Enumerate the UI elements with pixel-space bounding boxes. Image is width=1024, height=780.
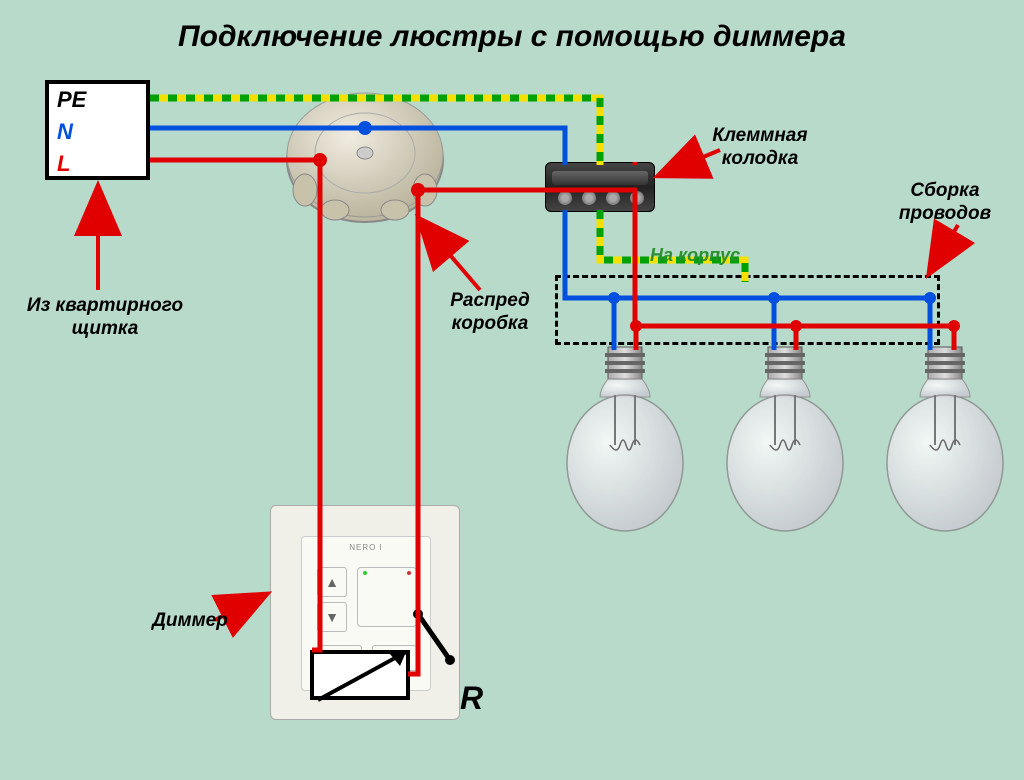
panel-l-label: L bbox=[49, 148, 146, 180]
arrow-junction-box bbox=[420, 220, 480, 290]
dimmer-down-button[interactable]: ▼ bbox=[317, 602, 347, 632]
label-wire-assembly: Сборкапроводов bbox=[880, 180, 1010, 226]
label-dimmer: Диммер bbox=[140, 610, 240, 633]
dimmer-brand: NERO I bbox=[302, 543, 430, 552]
supply-panel: PE N L bbox=[45, 80, 150, 180]
bulb-1 bbox=[560, 345, 690, 535]
wire-assembly-box bbox=[555, 275, 940, 345]
terminal-block bbox=[545, 162, 655, 212]
label-to-case: На корпус bbox=[650, 245, 740, 266]
bulb-2 bbox=[720, 345, 850, 535]
panel-pe-label: PE bbox=[49, 84, 146, 116]
wiring-diagram bbox=[0, 0, 1024, 780]
panel-n-label: N bbox=[49, 116, 146, 148]
label-junction-box: Распредкоробка bbox=[430, 290, 550, 336]
resistance-label: R bbox=[460, 680, 483, 717]
diagram-title: Подключение люстры с помощью диммера bbox=[0, 20, 1024, 54]
junction-box bbox=[280, 80, 450, 230]
label-from-panel: Из квартирногощитка bbox=[20, 295, 190, 341]
dimmer-symbol bbox=[310, 650, 410, 700]
dimmer-up-button[interactable]: ▲ bbox=[317, 567, 347, 597]
arrow-wire-assembly bbox=[930, 225, 958, 272]
bulb-3 bbox=[880, 345, 1010, 535]
dimmer-main-button[interactable] bbox=[357, 567, 417, 627]
label-terminal: Клеммнаяколодка bbox=[690, 125, 830, 171]
